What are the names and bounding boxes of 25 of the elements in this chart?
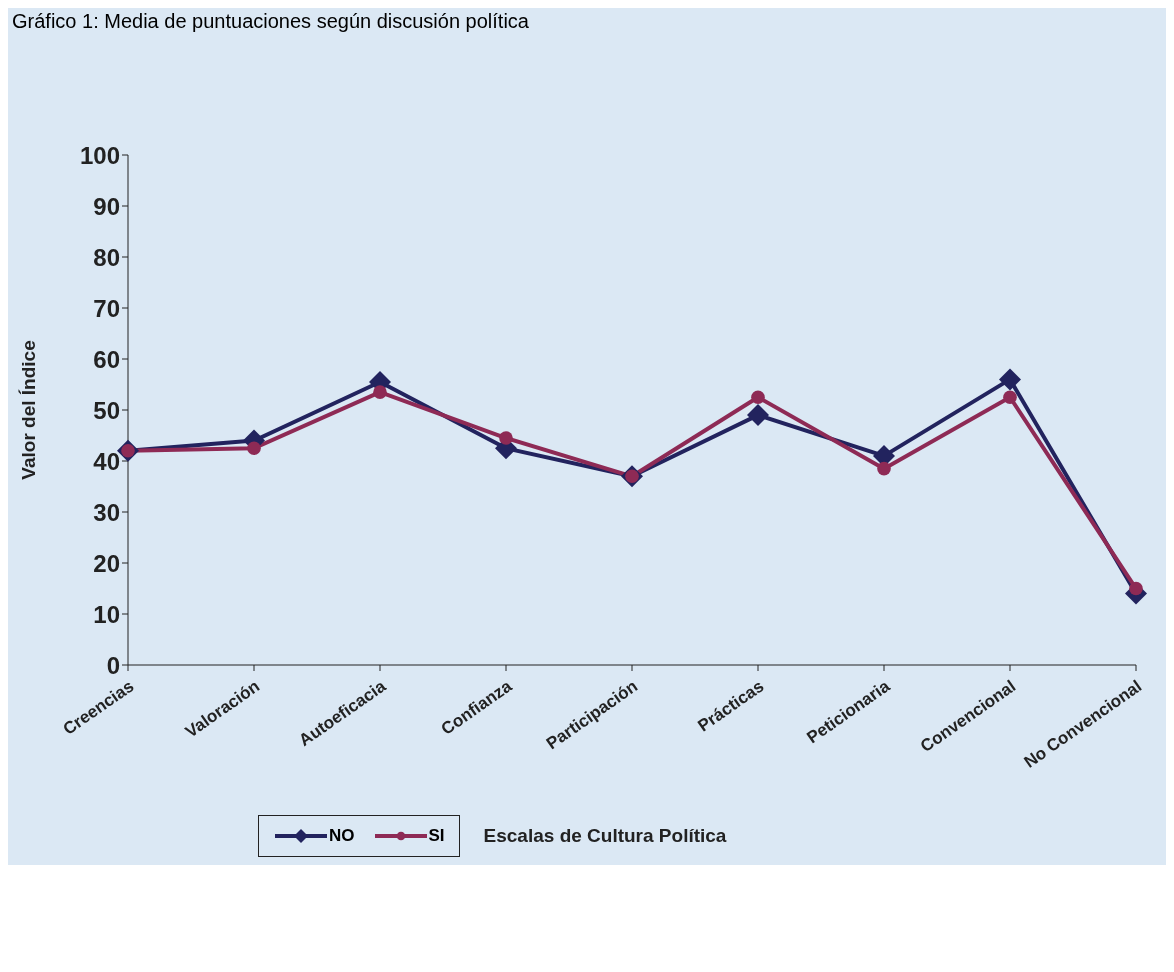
- point: [1129, 581, 1143, 596]
- point: [751, 390, 765, 405]
- y-tick-label: 90: [93, 192, 120, 220]
- x-axis-title: Escalas de Cultura Política: [483, 825, 727, 847]
- y-tick-label: 0: [106, 651, 120, 679]
- point: [877, 461, 891, 476]
- y-tick-label: 100: [79, 141, 120, 169]
- y-tick-label: 50: [93, 396, 120, 424]
- point: [999, 368, 1021, 391]
- point: [499, 431, 513, 445]
- y-tick-label: 10: [93, 600, 120, 628]
- y-tick-label: 40: [93, 447, 120, 475]
- y-tick-label: 20: [93, 549, 120, 577]
- y-tick-label: 30: [93, 498, 120, 526]
- point: [247, 441, 261, 456]
- point: [1003, 390, 1017, 405]
- legend-label: NO: [329, 826, 355, 846]
- chart-title: Gráfico 1: Media de puntuaciones según discusión política: [11, 9, 530, 34]
- point: [747, 404, 769, 427]
- y-tick-label: 60: [93, 345, 120, 373]
- y-tick-label: 80: [93, 243, 120, 271]
- y-tick-label: 70: [93, 294, 120, 322]
- y-axis-title: Valor del Índice: [17, 340, 39, 480]
- point: [373, 385, 387, 399]
- legend-label: SI: [428, 826, 445, 846]
